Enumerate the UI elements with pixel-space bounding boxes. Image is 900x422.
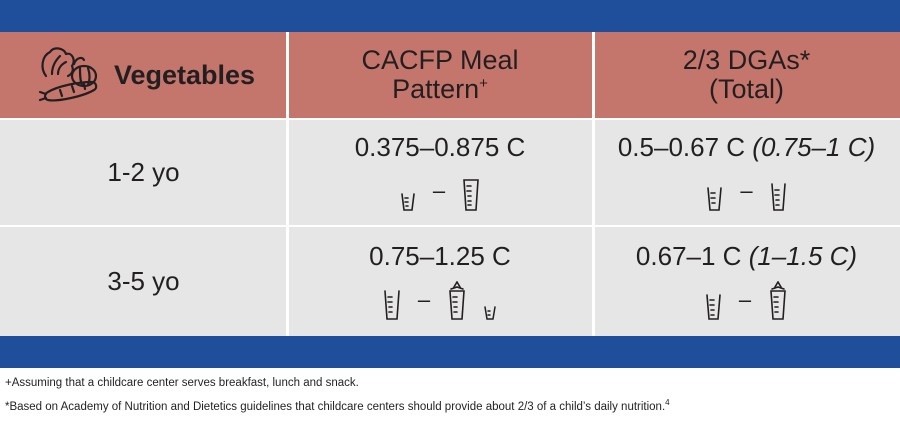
dga-value: 0.5–0.67 C [617,132,746,162]
carrot-cup-icon [770,281,786,320]
column-divider [592,32,595,336]
table-row: 1-2 yo 0.375–0.875 C – 0.5–0.67 C (0.75–… [0,118,900,226]
dga-cell: 0.5–0.67 C (0.75–1 C) – [593,118,900,226]
measuring-cup-icon [706,294,721,320]
header-dga-line1: 2/3 DGAs* [682,45,811,75]
cacfp-icons: – [384,281,496,321]
footnote-plus: +Assuming that a childcare center serves… [5,377,359,389]
range-dash: – [417,287,431,312]
table-row: 3-5 yo 0.75–1.25 C – 0.67–1 C (1–1.5 C) … [0,226,900,336]
cacfp-amount: 0.375–0.875 C [354,132,526,162]
range-dash: – [738,287,752,312]
header-vegetables-cell: Vegetables [0,32,287,118]
cacfp-cell: 0.75–1.25 C – [287,226,593,336]
footnote-star-ref: 4 [665,398,670,407]
dga-total: (1–1.5 C) [748,241,858,271]
measuring-cup-icon [707,187,723,211]
range-dash: – [432,178,446,203]
dga-amount: 0.67–1 C (1–1.5 C) [636,241,857,271]
header-dga-cell: 2/3 DGAs* (Total) [593,32,900,118]
dga-icons: – [706,281,787,321]
footnote-star-text: *Based on Academy of Nutrition and Diete… [5,400,666,413]
dga-icons: – [707,172,786,212]
measuring-cup-icon [770,183,786,211]
age-label: 1-2 yo [107,156,180,187]
vegetables-icon [38,47,98,102]
header-dga-line2: (Total) [708,74,784,104]
row-separator [0,225,900,227]
carrot-cup-icon [449,281,465,320]
header-cacfp-mark: + [479,75,488,92]
cacfp-cell: 0.375–0.875 C – [287,118,593,226]
dga-amount: 0.5–0.67 C (0.75–1 C) [618,132,875,162]
age-label: 3-5 yo [107,265,180,296]
age-cell: 3-5 yo [0,226,287,336]
dga-value: 0.67–1 C [635,241,742,271]
measuring-cup-icon [384,290,400,320]
header-cacfp-title: CACFP Meal Pattern+ [361,46,518,104]
small-measuring-cup-icon [484,306,496,320]
measuring-cup-icon [463,179,479,211]
small-measuring-cup-icon [401,193,415,211]
dga-cell: 0.67–1 C (1–1.5 C) – [593,226,900,336]
vegetable-comparison-table: Vegetables CACFP Meal Pattern+ 2/3 DGAs*… [0,32,900,336]
row-separator [0,118,900,120]
cacfp-amount: 0.75–1.25 C [369,241,511,271]
header-cacfp-line2: Pattern+ [361,75,518,104]
range-dash: – [740,178,753,203]
header-vegetables-title: Vegetables [114,59,256,90]
header-dga-title: 2/3 DGAs* (Total) [683,46,811,104]
footnotes: +Assuming that a childcare center serves… [5,375,895,419]
age-cell: 1-2 yo [0,118,287,226]
footnote-star: *Based on Academy of Nutrition and Diete… [5,395,895,415]
header-cacfp-line1: CACFP Meal [361,45,519,75]
header-cacfp-cell: CACFP Meal Pattern+ [287,32,593,118]
dga-total: (0.75–1 C) [752,132,876,162]
cacfp-icons: – [401,172,479,212]
header-cacfp-pattern: Pattern [392,74,480,104]
bottom-band [0,336,900,368]
column-divider [286,32,289,336]
table-header-row: Vegetables CACFP Meal Pattern+ 2/3 DGAs*… [0,32,900,118]
top-band [0,0,900,32]
